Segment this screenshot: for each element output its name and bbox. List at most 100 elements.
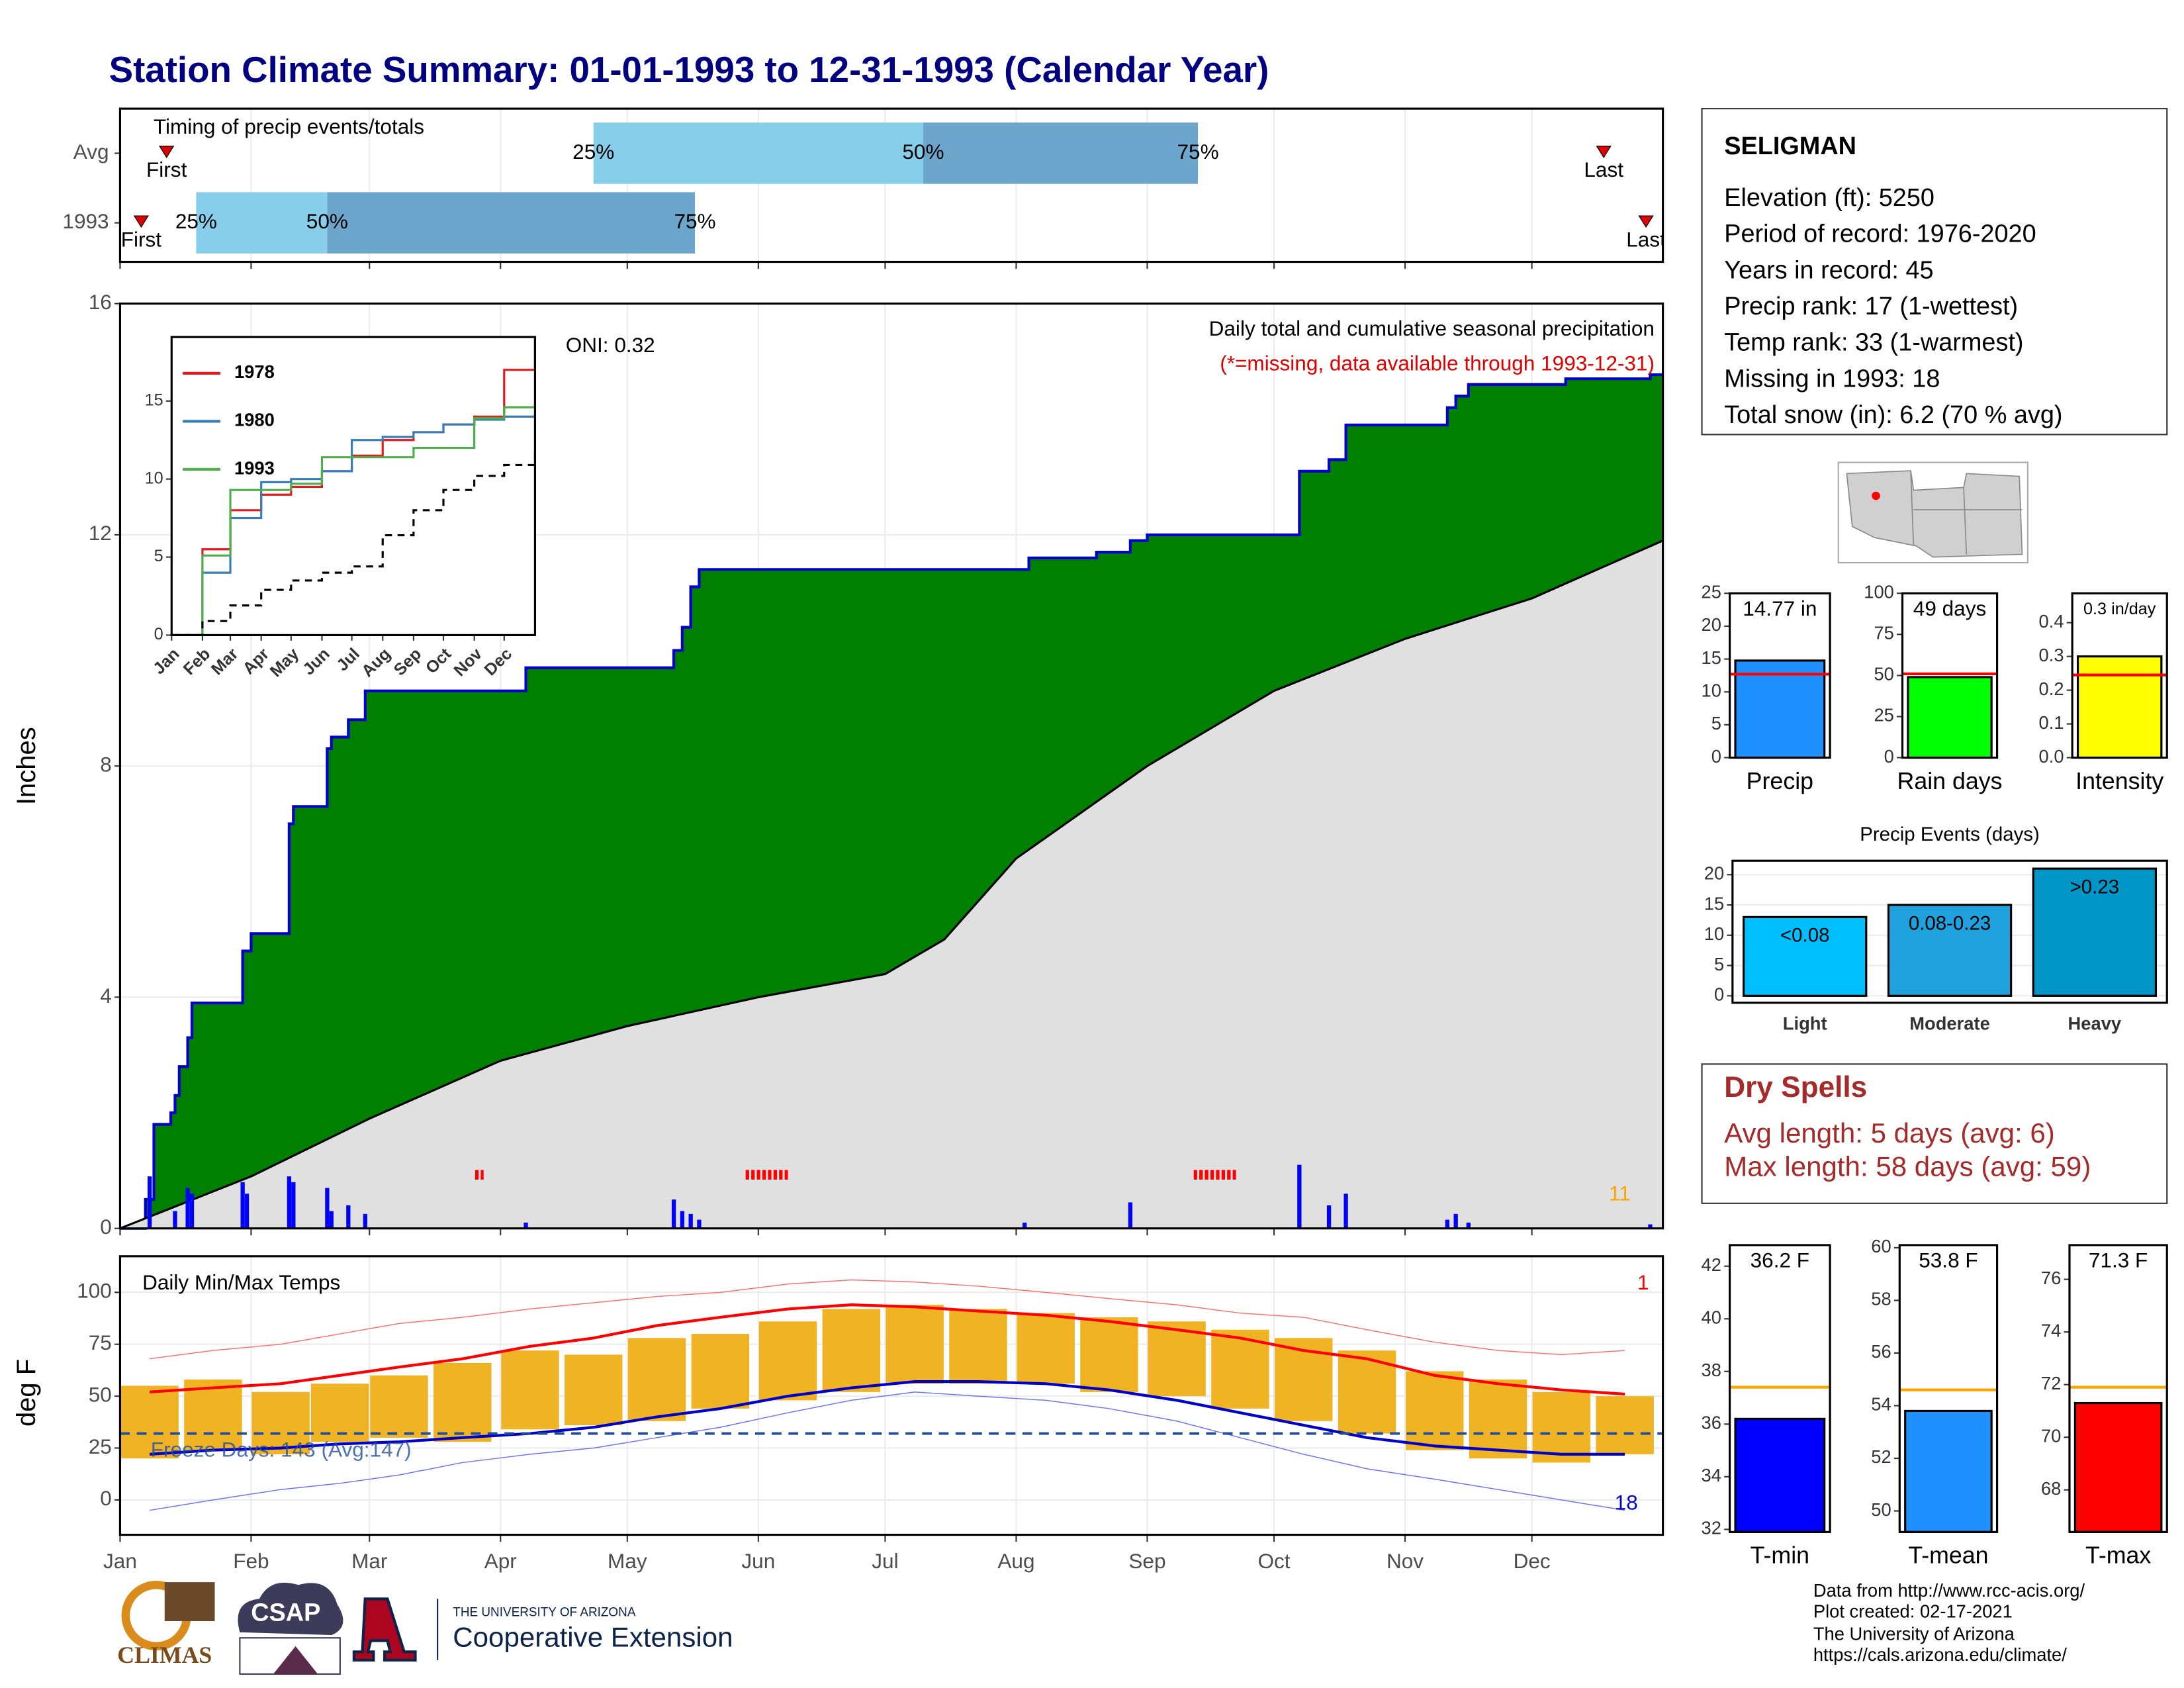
timing-rows: Timing of precip events/totals First Last 2… xyxy=(121,115,1663,254)
x-tick-label: Heavy xyxy=(2068,1013,2122,1034)
credit-line: Data from http://www.rcc-acis.org/ xyxy=(1813,1580,2085,1601)
logo-text: Cooperative Extension xyxy=(453,1621,733,1652)
bar-label: 0.08-0.23 xyxy=(1909,912,1991,934)
temp-range-bar xyxy=(251,1391,310,1454)
daily-bar xyxy=(1128,1202,1133,1229)
y-tick-label: 38 xyxy=(1702,1360,1721,1380)
y-tick-label: 74 xyxy=(2041,1320,2061,1340)
panel-frame xyxy=(2068,1244,2168,1533)
x-tick-label: Rain days xyxy=(1897,768,2003,794)
quartile-label: 25% xyxy=(175,209,217,233)
y-tick-label: 60 xyxy=(1871,1236,1891,1256)
daily-bar xyxy=(244,1194,250,1229)
y-tick-label: 10 xyxy=(1704,923,1724,944)
y-tick-label: 0.2 xyxy=(2039,679,2064,699)
temp-range-bar xyxy=(822,1309,881,1392)
inset-line xyxy=(171,404,536,636)
value-label: 71.3 F xyxy=(2089,1248,2148,1272)
bar xyxy=(1887,904,2013,997)
y-tick-label: 0.3 xyxy=(2039,645,2064,665)
daily-bar xyxy=(329,1211,334,1229)
quartile-label: 50% xyxy=(902,140,944,164)
temp-range-bar xyxy=(1080,1317,1138,1392)
credit-line: The University of Arizona xyxy=(1813,1623,2015,1644)
panel-frame xyxy=(118,303,1664,1230)
csap-cloud xyxy=(238,1582,343,1636)
y-tick-label: 20 xyxy=(1702,614,1721,635)
daily-bar xyxy=(1326,1205,1332,1229)
y-tick-label: 15 xyxy=(145,391,163,409)
locator-map xyxy=(1837,461,2028,564)
station-line: Elevation (ft): 5250 xyxy=(1724,184,1934,212)
station-line: Precip rank: 17 (1-wettest) xyxy=(1724,293,2018,320)
y-axis-label: Inches xyxy=(12,727,41,805)
cumulative-line xyxy=(120,373,1663,1230)
y-tick-label: 100 xyxy=(1864,582,1894,602)
temp-line xyxy=(150,1391,1625,1511)
x-tick-label: Precip xyxy=(1747,768,1813,794)
temp-range-bar xyxy=(627,1338,686,1421)
daily-bar xyxy=(1023,1222,1027,1229)
daily-bar xyxy=(291,1182,296,1229)
y-tick-label: 5 xyxy=(1714,954,1724,974)
inset-bg xyxy=(171,337,535,635)
station-line: Period of record: 1976-2020 xyxy=(1724,220,2036,248)
y-tick-label: 34 xyxy=(1702,1465,1721,1485)
y-tick-label: 10 xyxy=(145,469,163,487)
daily-bar xyxy=(1466,1222,1471,1229)
daily-bar xyxy=(1297,1164,1302,1229)
daily-bar xyxy=(185,1188,190,1229)
cumulative-line xyxy=(119,539,1664,1230)
x-tick-label: Jan xyxy=(103,1549,137,1573)
quartile-bar xyxy=(196,192,328,254)
quartile-label: 25% xyxy=(572,140,614,164)
value-label: 53.8 F xyxy=(1919,1248,1978,1272)
y-tick-label: 8 xyxy=(100,753,112,776)
y-axis-label: deg F xyxy=(12,1359,41,1427)
daily-bar xyxy=(1648,1224,1653,1229)
inset-frame xyxy=(170,336,536,636)
logo-text: THE UNIVERSITY OF ARIZONA xyxy=(453,1605,636,1619)
panel-title: Timing of precip events/totals xyxy=(154,115,424,138)
temp-range-bar xyxy=(1148,1321,1206,1397)
daily-bar xyxy=(363,1213,368,1229)
daily-bar xyxy=(523,1222,528,1229)
bar xyxy=(1734,1417,1826,1533)
y-tick-label: 56 xyxy=(1871,1341,1891,1362)
y-tick-label: 58 xyxy=(1871,1289,1891,1309)
y-tick-label: 25 xyxy=(89,1434,112,1458)
value-label: 36.2 F xyxy=(1751,1248,1809,1272)
logo-text: CSAP xyxy=(251,1599,320,1626)
daily-bar xyxy=(1445,1219,1450,1229)
panel-title: Daily Min/Max Temps xyxy=(142,1270,340,1294)
x-tick-label: Nov xyxy=(1387,1549,1424,1573)
bar xyxy=(1743,915,1868,997)
temp-range-bar xyxy=(949,1309,1007,1384)
temp-line xyxy=(150,1380,1625,1456)
legend-label: 1993 xyxy=(234,457,275,478)
x-tick-label: Sep xyxy=(1128,1549,1165,1573)
annotation: ONI: 0.32 xyxy=(566,333,655,357)
y-tick-label: 0 xyxy=(1884,746,1894,767)
x-tick-label: Light xyxy=(1783,1013,1827,1034)
row-label: 1993 xyxy=(62,209,109,233)
quartile-label: 75% xyxy=(674,209,715,233)
y-tick-label: 72 xyxy=(2041,1373,2061,1393)
daily-bar xyxy=(240,1182,245,1229)
daily-bar xyxy=(697,1219,702,1229)
dry-spells-title: Dry Spells xyxy=(1724,1071,1867,1103)
y-tick-label: 100 xyxy=(77,1279,112,1303)
x-tick-label: Intensity xyxy=(2075,768,2163,794)
y-tick-label: 25 xyxy=(1874,705,1893,726)
y-tick-label: 15 xyxy=(1704,893,1724,914)
daily-bar xyxy=(1453,1213,1458,1229)
x-tick-label: Oct xyxy=(1257,1549,1290,1573)
y-tick-label: 68 xyxy=(2041,1478,2061,1499)
quartile-label: 75% xyxy=(1177,140,1219,164)
bar xyxy=(2077,655,2163,759)
bar xyxy=(1734,659,1826,759)
x-tick-label: T-max xyxy=(2085,1542,2151,1569)
y-tick-label: 16 xyxy=(89,290,112,314)
y-tick-label: 32 xyxy=(1702,1518,1721,1538)
